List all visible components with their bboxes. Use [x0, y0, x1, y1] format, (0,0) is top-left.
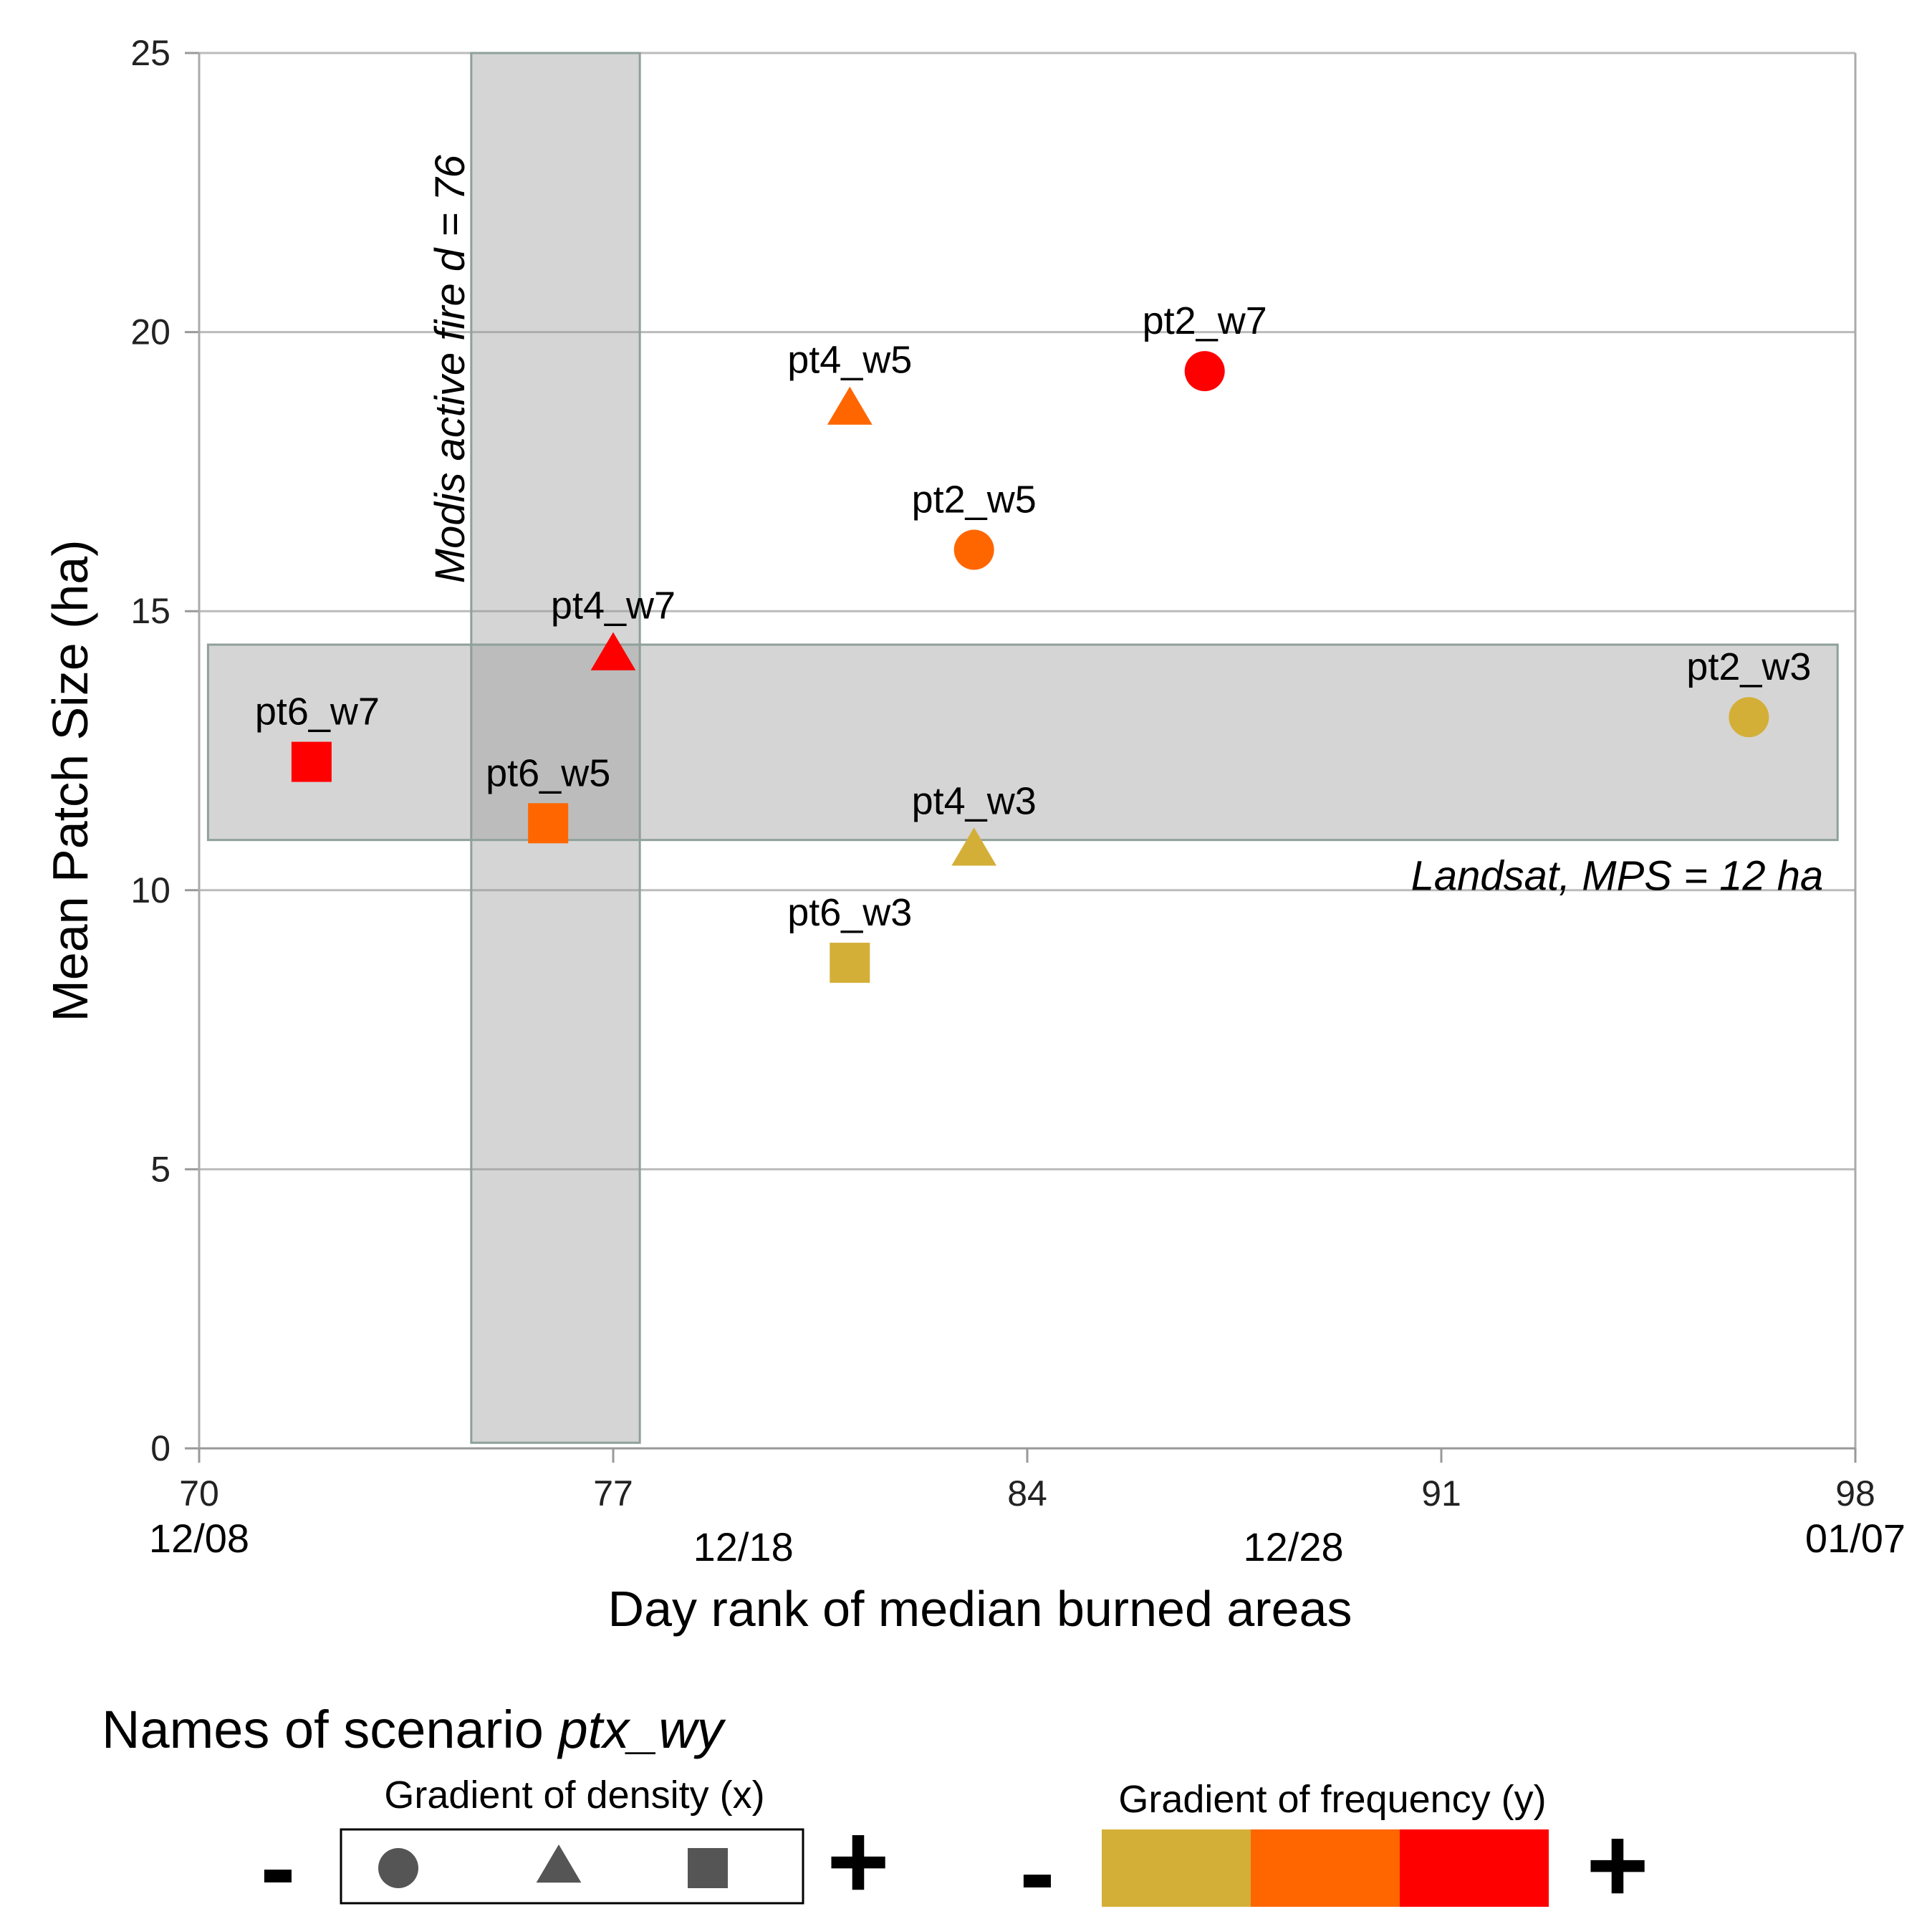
density-minus-sign: - — [260, 1807, 296, 1927]
x-tick-label-84: 84 — [1007, 1473, 1047, 1514]
point-pt2-w5 — [953, 529, 994, 570]
x-tick-label-77: 77 — [593, 1473, 633, 1514]
point-label-pt4-w3: pt4_w3 — [912, 779, 1037, 822]
point-pt6-w5 — [528, 803, 569, 844]
reference-bands: Modis active fire d = 76 Landsat, MPS = 1… — [206, 52, 1839, 1444]
x-tick-label-70: 70 — [179, 1473, 219, 1514]
legend-title-italic: ptx_wy — [557, 1700, 726, 1759]
point-pt6-w3 — [830, 943, 870, 983]
point-label-pt4-w7: pt4_w7 — [551, 585, 676, 627]
data-points: pt2_w7 pt4_w5 pt2_w5 pt4_w7 pt2_w3 pt6_w7 pt6_… — [255, 299, 1811, 983]
legend-title: Names of scenario ptx_wy — [102, 1700, 726, 1759]
frequency-plus-sign: + — [1586, 1804, 1649, 1925]
x-tick-label-98: 98 — [1835, 1473, 1875, 1514]
y-tick-label-20: 20 — [130, 312, 170, 352]
tick-labels: 0 5 10 15 20 25 70 77 84 91 98 12/08 12/18 12/28 01/07 — [130, 33, 1905, 1569]
point-label-pt2-w3: pt2_w3 — [1686, 645, 1811, 688]
point-pt4-w5 — [827, 386, 873, 425]
date-label-2: 12/28 — [1244, 1524, 1344, 1569]
x-axis-title: Day rank of median burned areas — [608, 1581, 1352, 1637]
y-tick-label-15: 15 — [130, 591, 170, 631]
y-tick-label-25: 25 — [130, 33, 170, 73]
frequency-swatch-2 — [1251, 1829, 1400, 1907]
date-label-3: 01/07 — [1805, 1516, 1905, 1561]
modis-band — [470, 52, 641, 1444]
density-legend-shapes — [378, 1844, 728, 1888]
landsat-band — [206, 643, 1839, 842]
point-label-pt6-w3: pt6_w3 — [787, 891, 912, 934]
legend: Names of scenario ptx_wy Gradient of den… — [102, 1700, 1649, 1929]
y-tick-label-10: 10 — [130, 870, 170, 910]
x-tick-label-91: 91 — [1421, 1473, 1461, 1514]
point-label-pt2-w7: pt2_w7 — [1143, 299, 1267, 342]
density-plus-sign: + — [827, 1801, 890, 1921]
point-pt2-w3 — [1729, 697, 1769, 738]
frequency-swatch-1 — [1102, 1829, 1251, 1907]
point-label-pt6-w5: pt6_w5 — [486, 751, 610, 794]
date-label-1: 12/18 — [693, 1524, 794, 1569]
y-tick-label-0: 0 — [150, 1428, 170, 1468]
point-pt6-w7 — [291, 741, 332, 782]
y-tick-label-5: 5 — [150, 1149, 170, 1189]
frequency-legend-label: Gradient of frequency (y) — [1118, 1778, 1546, 1821]
modis-band-label: Modis active fire d = 76 — [427, 154, 474, 583]
legend-square-icon — [688, 1848, 728, 1888]
density-legend-label: Gradient of density (x) — [384, 1774, 764, 1817]
point-label-pt6-w7: pt6_w7 — [255, 691, 380, 733]
legend-triangle-icon — [536, 1844, 582, 1883]
point-pt4-w7 — [590, 632, 636, 670]
axes — [185, 52, 1857, 1463]
legend-title-prefix: Names of scenario — [102, 1700, 559, 1759]
frequency-swatch-3 — [1400, 1829, 1549, 1907]
frequency-legend-colors — [1102, 1829, 1549, 1907]
date-label-0: 12/08 — [149, 1516, 249, 1561]
legend-circle-icon — [378, 1848, 418, 1888]
landsat-band-label: Landsat, MPS = 12 ha — [1411, 853, 1824, 900]
point-pt2-w7 — [1184, 351, 1225, 392]
point-label-pt2-w5: pt2_w5 — [912, 478, 1037, 521]
point-pt4-w3 — [951, 827, 997, 866]
frequency-minus-sign: - — [1019, 1812, 1055, 1929]
point-label-pt4-w5: pt4_w5 — [787, 339, 912, 382]
y-axis-title: Mean Patch Size (ha) — [42, 539, 98, 1021]
